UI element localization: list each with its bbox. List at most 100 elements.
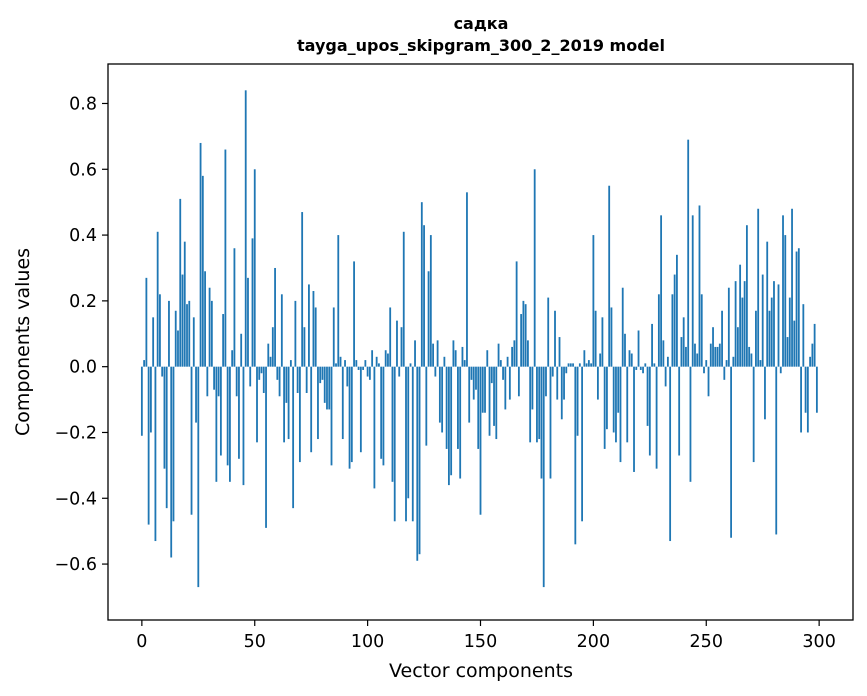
bar: [165, 366, 168, 509]
bar: [179, 198, 182, 367]
bar: [195, 366, 197, 423]
bar: [572, 363, 574, 367]
bar: [752, 366, 755, 463]
bar: [382, 366, 385, 466]
y-tick-label: 0.2: [69, 292, 97, 312]
bar: [495, 366, 498, 440]
bar: [208, 287, 211, 367]
bar: [429, 235, 432, 367]
bar: [459, 366, 462, 479]
x-tick-label: 200: [577, 632, 610, 652]
bar: [786, 337, 789, 367]
bar: [267, 343, 270, 367]
bar: [727, 287, 730, 367]
bar: [359, 366, 362, 453]
bar: [596, 366, 599, 400]
bar: [332, 307, 335, 367]
bar: [387, 353, 389, 367]
y-tick-label: 0.4: [69, 226, 97, 246]
bar: [156, 231, 159, 367]
bar: [183, 241, 186, 367]
bar: [565, 366, 568, 374]
bar: [750, 353, 753, 367]
bar: [258, 366, 261, 380]
bar: [556, 366, 559, 400]
bar: [800, 366, 802, 433]
bar: [734, 281, 737, 367]
bar: [364, 360, 367, 367]
bar: [793, 320, 796, 367]
bar: [648, 366, 651, 456]
bar: [502, 366, 504, 380]
x-tick-label: 150: [464, 632, 497, 652]
bar: [511, 346, 514, 367]
bar: [447, 366, 450, 486]
bar: [319, 366, 322, 384]
bar: [777, 284, 780, 367]
x-tick-label: 300: [802, 632, 835, 652]
bar: [660, 215, 663, 367]
bar: [617, 366, 620, 413]
bar: [233, 248, 236, 367]
bar: [576, 366, 579, 436]
bar: [192, 317, 195, 367]
bar: [815, 366, 818, 413]
bar: [256, 366, 258, 443]
bar: [350, 366, 353, 463]
bar: [610, 307, 613, 367]
bar: [608, 185, 611, 367]
bar: [438, 366, 441, 423]
bar: [574, 366, 577, 545]
bar: [285, 366, 288, 403]
bar: [271, 327, 274, 367]
bar: [730, 366, 732, 538]
bar: [642, 366, 644, 374]
bar: [393, 366, 396, 522]
bar: [339, 356, 342, 367]
bar: [452, 340, 455, 367]
bar: [475, 366, 477, 390]
bar: [278, 366, 281, 397]
bar: [159, 294, 161, 367]
bar: [463, 360, 466, 367]
bar: [755, 310, 757, 367]
bar: [416, 366, 419, 561]
y-tick-label: −0.2: [55, 423, 98, 443]
bar: [190, 366, 193, 515]
bar: [368, 366, 371, 380]
bar: [366, 366, 369, 377]
bar: [669, 366, 672, 542]
bar: [357, 366, 360, 370]
bar: [247, 277, 249, 367]
bar: [615, 366, 617, 443]
bar: [513, 340, 516, 367]
bar: [312, 291, 315, 367]
bar: [594, 310, 597, 367]
bar: [265, 366, 267, 528]
x-axis-label: Vector components: [389, 660, 573, 682]
bar: [606, 366, 608, 430]
bar: [353, 261, 355, 367]
bar: [788, 297, 791, 367]
bar: [651, 323, 653, 367]
y-tick-label: 0.0: [69, 358, 97, 378]
bar: [714, 346, 717, 367]
bar: [797, 248, 800, 367]
bar: [547, 297, 550, 367]
bar: [721, 310, 723, 367]
bar: [344, 360, 346, 367]
bar: [716, 346, 719, 367]
bar: [619, 366, 622, 463]
bar: [709, 343, 712, 367]
bar: [219, 366, 222, 456]
bar: [213, 366, 216, 390]
bar: [181, 274, 184, 367]
y-axis: −0.6 −0.4 −0.2 0.0 0.2 0.4 0.6 0.8: [55, 94, 108, 575]
bar: [707, 366, 710, 397]
bar: [484, 366, 486, 413]
bar: [644, 363, 647, 367]
bar: [685, 346, 687, 367]
bar: [204, 271, 206, 367]
bar: [554, 310, 556, 367]
bar: [567, 363, 570, 367]
